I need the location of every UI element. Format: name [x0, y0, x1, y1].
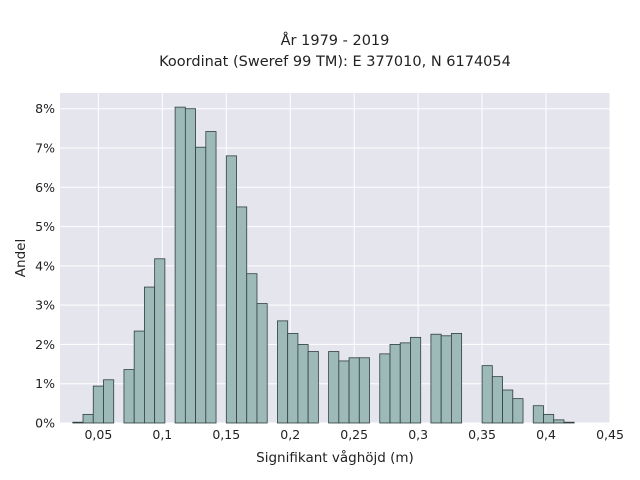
histogram-bar [430, 333, 442, 424]
histogram-bar [287, 333, 299, 424]
histogram-bar [328, 351, 340, 424]
x-tick-labels: 0,05 0,1 0,15 0,2 0,25 0,3 0,35 0,4 0,45 [84, 427, 623, 442]
chart-title: År 1979 - 2019 [281, 32, 390, 49]
y-tick-label: 3% [35, 298, 55, 313]
histogram-bar [532, 405, 544, 424]
histogram-bar [103, 379, 115, 424]
bars [72, 106, 575, 424]
y-tick-label: 5% [35, 219, 55, 234]
histogram-bar [195, 146, 207, 424]
histogram-bar [553, 419, 565, 424]
x-tick-label: 0,1 [152, 427, 172, 442]
histogram-bar [144, 286, 156, 424]
x-tick-label: 0,05 [84, 427, 112, 442]
x-tick-label: 0,4 [536, 427, 556, 442]
histogram-bar [379, 353, 391, 424]
y-tick-label: 4% [35, 258, 55, 273]
histogram-bar [92, 385, 104, 424]
histogram-bar [256, 303, 268, 424]
histogram-bar [338, 360, 350, 424]
histogram-bar [225, 155, 237, 424]
histogram-bar [450, 333, 463, 424]
x-tick-label: 0,2 [280, 427, 300, 442]
histogram-bar [307, 351, 319, 424]
y-axis-label: Andel [13, 239, 29, 277]
histogram-bar [348, 357, 360, 424]
histogram-bar [123, 369, 135, 424]
chart-subtitle: Koordinat (Sweref 99 TM): E 377010, N 61… [159, 54, 511, 70]
x-tick-label: 0,15 [212, 427, 240, 442]
histogram-bar [563, 421, 575, 424]
histogram-bar [440, 335, 452, 424]
histogram-bar [133, 330, 145, 424]
histogram-bar [72, 421, 84, 424]
histogram-bar [512, 398, 524, 424]
histogram-bar [491, 376, 503, 424]
y-tick-label: 0% [35, 416, 55, 431]
histogram-bar [543, 413, 555, 424]
histogram-bar [154, 258, 166, 424]
y-tick-labels: 0% 1% 2% 3% 4% 5% 6% 7% 8% [35, 101, 55, 430]
x-tick-label: 0,45 [596, 427, 624, 442]
y-tick-label: 6% [35, 180, 55, 195]
y-tick-label: 1% [35, 376, 55, 391]
x-tick-label: 0,25 [340, 427, 368, 442]
histogram-bar [410, 336, 422, 424]
histogram-bar [502, 389, 514, 424]
histogram-bar [389, 344, 401, 424]
histogram-bar [297, 344, 309, 424]
histogram-bar [184, 108, 196, 424]
y-tick-label: 2% [35, 337, 55, 352]
histogram-bar [82, 413, 94, 424]
histogram-bar [236, 206, 248, 424]
histogram-bar [246, 273, 258, 424]
histogram-bar [399, 342, 411, 424]
histogram-bar [277, 320, 289, 424]
x-tick-label: 0,3 [408, 427, 428, 442]
x-axis-label: Signifikant våghöjd (m) [256, 449, 414, 466]
histogram-bar [481, 365, 493, 424]
histogram-bar [174, 106, 186, 424]
y-tick-label: 8% [35, 101, 55, 116]
y-tick-label: 7% [35, 141, 55, 156]
histogram-bar [358, 357, 370, 424]
x-tick-label: 0,35 [468, 427, 496, 442]
histogram-bar [205, 131, 217, 424]
